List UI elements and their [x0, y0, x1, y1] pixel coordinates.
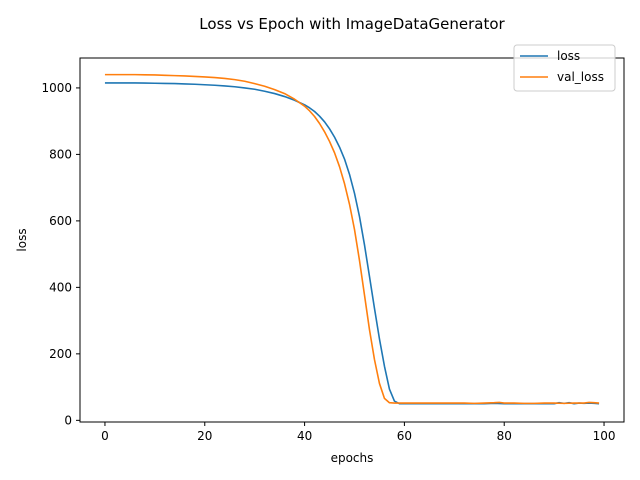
x-tick-label: 60 [397, 429, 412, 443]
chart-title: Loss vs Epoch with ImageDataGenerator [199, 15, 505, 33]
y-axis-label: loss [15, 228, 29, 251]
legend-label-loss: loss [557, 49, 580, 63]
legend: loss val_loss [513, 44, 616, 92]
legend-label-val-loss: val_loss [557, 70, 604, 84]
y-tick-label: 600 [49, 214, 72, 228]
x-tick-label: 40 [297, 429, 312, 443]
y-tick-label: 200 [49, 347, 72, 361]
x-tick-label: 100 [593, 429, 616, 443]
x-tick-label: 80 [497, 429, 512, 443]
y-tick-label: 400 [49, 280, 72, 294]
x-axis-label: epochs [331, 451, 374, 465]
series-layer [104, 73, 600, 405]
y-tick-label: 800 [49, 147, 72, 161]
x-tick-label: 20 [197, 429, 212, 443]
y-tick-label: 1000 [41, 81, 72, 95]
x-axis-ticks: 0 20 40 60 80 100 [101, 422, 615, 443]
x-tick-label: 0 [101, 429, 109, 443]
series-line-val-loss [104, 73, 600, 405]
y-axis-ticks: 0 200 400 600 800 1000 [41, 81, 80, 427]
y-tick-label: 0 [64, 413, 72, 427]
plot-area-frame [79, 57, 625, 423]
